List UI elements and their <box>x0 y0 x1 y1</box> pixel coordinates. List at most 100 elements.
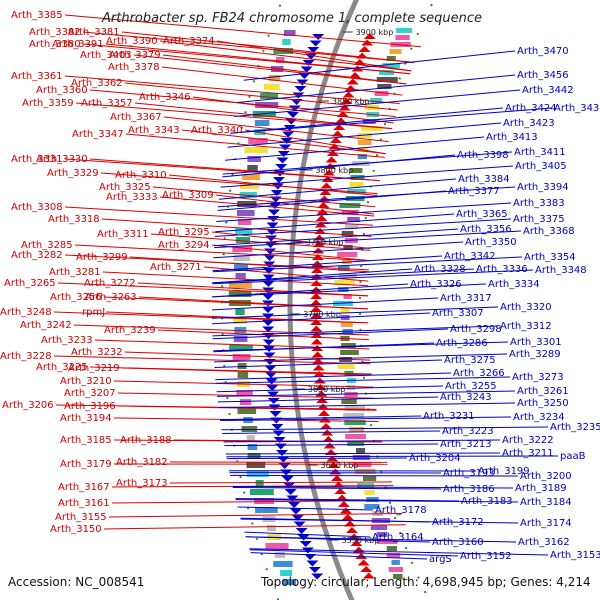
left-gene-label: Arth_3263 <box>85 292 137 303</box>
left-label-connector <box>117 405 377 411</box>
right-label-connector <box>212 269 534 285</box>
forward-gene-arrow <box>314 384 327 390</box>
forward-gene-arrow <box>340 98 353 104</box>
left-gene-label: Arth_3233 <box>41 335 93 346</box>
right-label-connector <box>213 342 435 353</box>
forward-gene-arrow <box>341 514 354 520</box>
reverse-gene-arrow <box>281 476 294 482</box>
feature-tile <box>371 518 391 523</box>
feature-tile <box>337 364 355 369</box>
feature-tile <box>337 252 358 257</box>
right-label-connector <box>218 178 457 200</box>
right-gene-label: Arth_3189 <box>515 483 567 494</box>
right-gene-label: Arth_3334 <box>488 279 540 290</box>
left-gene-label: Arth_3380 <box>29 39 81 50</box>
left-label-connector <box>192 96 394 124</box>
forward-gene-arrow <box>335 117 347 124</box>
feature-tile <box>247 444 258 450</box>
kbp-tick-label: 3750 kbp <box>306 238 344 247</box>
right-gene-label: Arth_3456 <box>517 70 569 81</box>
feature-tile <box>263 84 280 90</box>
feature-tile <box>254 129 266 135</box>
left-label-connector <box>108 513 403 518</box>
reverse-gene-arrow <box>276 450 288 456</box>
feature-tile <box>282 579 296 585</box>
forward-gene-arrow <box>313 377 326 384</box>
feature-tile <box>341 259 352 264</box>
left-gene-label: Arth_3185 <box>60 435 112 446</box>
right-gene-label: Arth_3172 <box>432 517 484 528</box>
feature-tile <box>267 525 276 531</box>
right-gene-label: Arth_3320 <box>500 302 552 313</box>
right-label-connector <box>213 241 464 259</box>
left-label-connector <box>162 54 407 85</box>
left-gene-label: Arth_3333 <box>106 192 158 203</box>
left-gene-label: Arth_3343 <box>128 125 180 136</box>
forward-gene-arrow <box>311 260 324 267</box>
right-label-connector <box>215 213 455 233</box>
feature-tile <box>341 343 356 348</box>
genome-backbone <box>287 0 360 600</box>
left-gene-label: Arth_3155 <box>55 512 107 523</box>
feature-tile <box>376 77 398 82</box>
forward-gene-arrow <box>361 39 374 46</box>
reverse-gene-arrow <box>291 515 304 521</box>
feature-tile <box>347 189 366 194</box>
reverse-gene-arrow <box>283 482 296 489</box>
right-gene-label: Arth_3411 <box>514 147 566 158</box>
reverse-gene-arrow <box>284 489 297 495</box>
feature-tile <box>273 561 293 567</box>
reverse-gene-arrow <box>263 352 276 359</box>
feature-tile <box>236 390 253 396</box>
right-label-connector <box>217 396 439 403</box>
right-gene-label: Arth_3356 <box>460 224 512 235</box>
right-label-connector <box>244 531 371 538</box>
feature-tile <box>340 308 350 313</box>
feature-tile <box>237 363 247 369</box>
right-label-connector <box>215 376 511 384</box>
feature-tile <box>244 147 268 153</box>
forward-gene-arrow <box>336 494 349 501</box>
topology-text: Topology: circular; Length: 4,698,945 bp… <box>260 575 591 589</box>
right-label-connector <box>217 190 447 211</box>
left-label-connector <box>159 40 412 72</box>
right-gene-label: Arth_3298 <box>450 324 502 335</box>
left-gene-label: Arth_3309 <box>162 190 214 201</box>
feature-tile <box>341 231 354 236</box>
feature-tile <box>349 168 363 173</box>
feature-tile <box>349 182 364 187</box>
right-gene-label: Arth_3350 <box>465 237 517 248</box>
feature-tile <box>361 126 383 131</box>
feature-tile <box>339 203 361 208</box>
right-gene-label: Arth_3442 <box>522 85 574 96</box>
reverse-gene-arrow <box>289 508 302 515</box>
left-gene-label: Arth_3265 <box>4 278 56 289</box>
left-gene-label: Arth_3196 <box>64 401 116 412</box>
right-gene-label: Arth_3354 <box>524 252 576 263</box>
reverse-gene-arrow <box>293 521 306 528</box>
feature-tile <box>357 154 367 159</box>
left-label-connector <box>64 206 373 226</box>
feature-tile <box>393 574 403 579</box>
reverse-gene-arrow <box>262 274 275 281</box>
reverse-gene-arrow <box>309 40 322 47</box>
feature-tile <box>377 84 392 89</box>
feature-tile <box>343 413 364 418</box>
left-gene-label: Arth_3167 <box>58 482 110 493</box>
feature-tile <box>341 399 357 404</box>
kbp-tick-label: 3900 kbp <box>356 28 394 37</box>
right-gene-label: Arth_3200 <box>520 471 572 482</box>
reverse-gene-arrow <box>271 424 284 430</box>
right-label-connector <box>226 457 408 460</box>
right-gene-label: Arth_3231 <box>423 411 475 422</box>
feature-tile <box>268 75 281 81</box>
forward-gene-arrow <box>310 293 323 299</box>
feature-tile <box>246 435 255 441</box>
right-label-connector <box>211 283 487 298</box>
forward-gene-arrow <box>342 91 355 98</box>
left-gene-label: Arth_3374 <box>163 36 215 47</box>
feature-tile <box>347 217 360 222</box>
right-label-connector <box>227 122 502 148</box>
feature-tile <box>343 294 352 299</box>
feature-tile <box>235 273 246 279</box>
